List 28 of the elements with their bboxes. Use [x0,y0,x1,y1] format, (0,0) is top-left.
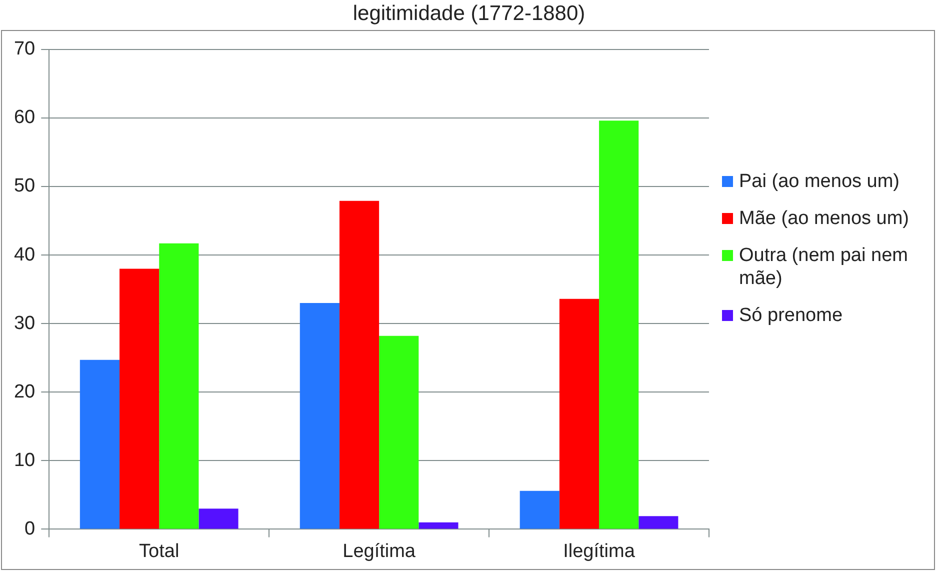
legend-label: Pai (ao menos um) [739,170,900,193]
x-tick-label: Legítima [342,540,416,562]
bar [339,200,380,529]
bar [159,243,199,529]
y-tick-label: 0 [24,518,36,540]
bar [300,303,340,529]
chart-title: legitimidade (1772-1880) [352,2,586,26]
legend-label: Só prenome [739,304,843,327]
bar [638,516,678,529]
bar [198,508,238,529]
y-tick-label: 70 [14,38,36,60]
legend-label: Outra (nem pai nem mãe) [739,244,909,290]
bar [120,268,160,529]
bar [559,298,600,529]
x-tick-label: Ilegítima [563,540,636,562]
y-tick-label: 60 [14,107,36,128]
x-tick-label: Total [139,540,180,562]
bar [80,360,120,529]
y-tick-label: 50 [14,176,36,197]
bar [418,522,458,529]
bar [520,490,560,529]
y-tick-label: 40 [14,244,36,266]
y-tick-label: 30 [14,312,36,334]
bar [379,336,419,529]
y-tick-label: 20 [14,381,36,402]
bar [599,120,639,529]
legend-label: Mãe (ao menos um) [739,207,910,230]
y-tick-label: 10 [14,450,36,471]
